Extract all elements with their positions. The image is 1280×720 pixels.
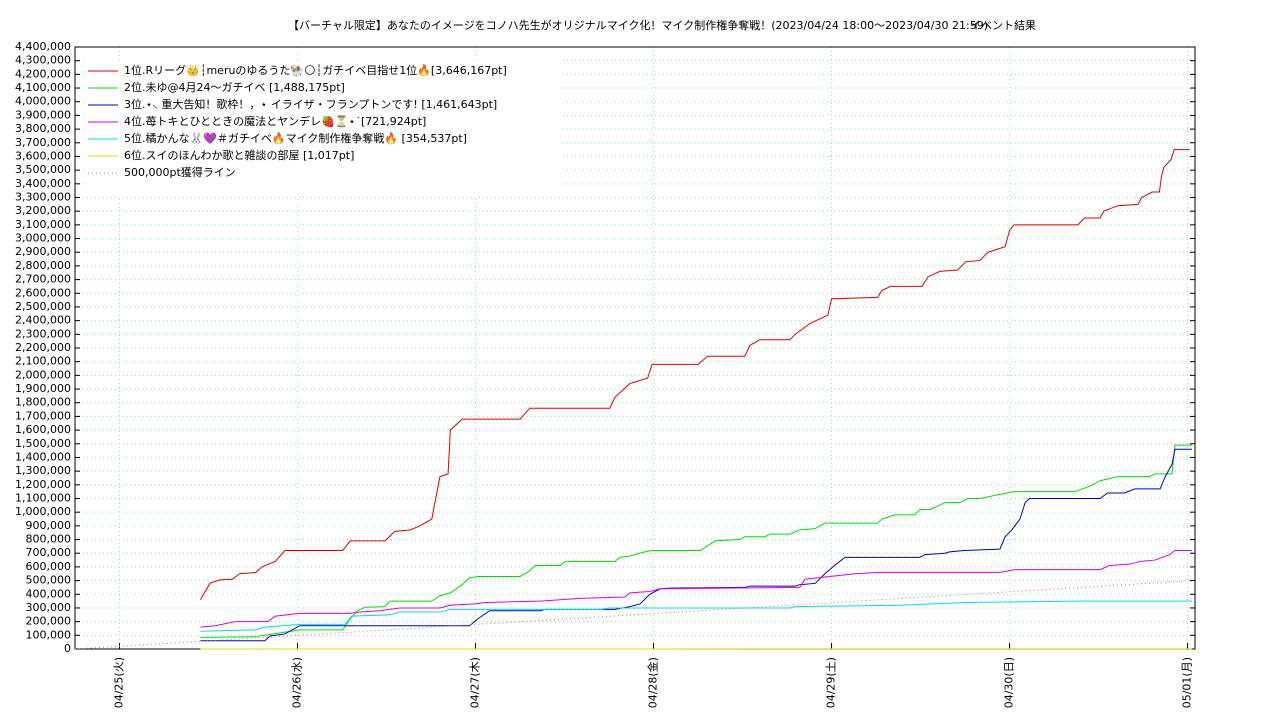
- series-line: [74, 580, 1193, 650]
- legend-label: 2位.未ゆ@4月24〜ガチイベ [1,488,175pt]: [124, 80, 345, 94]
- y-tick-label: 800,000: [26, 533, 72, 546]
- legend-label: 3位.⋆⸜ 重大告知！歌枠！，⋆ イライザ・フランプトンです! [1,461,6…: [124, 97, 497, 111]
- x-tick-label: 05/01(月): [1181, 657, 1194, 708]
- series-line: [200, 600, 1193, 632]
- y-tick-label: 2,300,000: [15, 327, 71, 340]
- y-tick-label: 2,200,000: [15, 341, 71, 354]
- y-tick-label: 2,800,000: [15, 259, 71, 272]
- chart-subtitle: イベント結果: [970, 18, 1036, 32]
- y-tick-label: 3,600,000: [15, 149, 71, 162]
- series-line: [200, 549, 1193, 628]
- y-tick-label: 700,000: [26, 546, 72, 559]
- y-tick-label: 3,800,000: [15, 122, 71, 135]
- series-line: [199, 149, 1190, 600]
- y-tick-label: 2,600,000: [15, 286, 71, 299]
- y-tick-label: 2,400,000: [15, 314, 71, 327]
- y-tick-label: 2,000,000: [15, 368, 71, 381]
- y-tick-label: 500,000: [26, 574, 72, 587]
- y-tick-label: 600,000: [26, 560, 72, 573]
- x-tick-label: 04/28(金): [646, 657, 660, 708]
- y-tick-label: 2,900,000: [15, 245, 71, 258]
- y-tick-label: 1,100,000: [15, 492, 71, 505]
- y-tick-label: 1,400,000: [15, 450, 71, 463]
- legend-label: 4位.苺トキとひとときの魔法とヤンデレ🍓⏳⋆˙[721,924pt]: [124, 114, 426, 128]
- y-tick-label: 100,000: [26, 628, 72, 641]
- y-tick-label: 3,500,000: [15, 163, 71, 176]
- y-tick-label: 1,200,000: [15, 478, 71, 491]
- y-tick-label: 3,000,000: [15, 232, 71, 245]
- x-tick-label: 04/25(火): [113, 657, 126, 708]
- legend-label: 6位.スイのほんわか歌と雑談の部屋 [1,017pt]: [124, 148, 354, 162]
- series-line: [200, 444, 1193, 638]
- y-tick-label: 4,400,000: [15, 40, 71, 53]
- x-tick-label: 04/30(日): [1003, 657, 1016, 708]
- legend-label: 1位.Rリーグ👑┆meruのゆるうた🐏🌕┆ガチイベ目指せ1位🔥[3,646,16…: [124, 63, 507, 77]
- y-tick-label: 900,000: [26, 519, 72, 532]
- y-tick-label: 3,100,000: [15, 218, 71, 231]
- legend-box: [84, 60, 562, 197]
- y-tick-label: 4,200,000: [15, 67, 71, 80]
- y-tick-label: 3,900,000: [15, 108, 71, 121]
- y-tick-label: 4,100,000: [15, 81, 71, 94]
- y-tick-label: 3,400,000: [15, 177, 71, 190]
- x-tick-label: 04/27(木): [469, 657, 482, 708]
- y-tick-label: 200,000: [26, 615, 72, 628]
- y-tick-label: 2,100,000: [15, 355, 71, 368]
- y-tick-label: 1,900,000: [15, 382, 71, 395]
- x-tick-label: 04/26(水): [291, 657, 304, 708]
- y-tick-label: 3,200,000: [15, 204, 71, 217]
- y-tick-label: 1,000,000: [15, 505, 71, 518]
- y-tick-label: 4,300,000: [15, 54, 71, 67]
- legend-label: 5位.橘かんな🐰💜＃ガチイベ🔥マイク制作権争奪戦🔥 [354,537pt]: [124, 131, 467, 145]
- y-tick-label: 1,500,000: [15, 437, 71, 450]
- y-tick-label: 1,800,000: [15, 396, 71, 409]
- y-tick-label: 2,700,000: [15, 273, 71, 286]
- y-tick-label: 3,300,000: [15, 191, 71, 204]
- y-tick-label: 2,500,000: [15, 300, 71, 313]
- y-tick-label: 4,000,000: [15, 95, 71, 108]
- series-line: [200, 448, 1193, 642]
- y-tick-label: 0: [64, 642, 71, 655]
- y-tick-label: 400,000: [26, 587, 72, 600]
- y-tick-label: 1,700,000: [15, 409, 71, 422]
- chart-title: 【バーチャル限定】あなたのイメージをコノハ先生がオリジナルマイク化！マイク制作権…: [288, 18, 988, 32]
- y-tick-label: 1,300,000: [15, 464, 71, 477]
- y-tick-label: 1,600,000: [15, 423, 71, 436]
- y-tick-label: 300,000: [26, 601, 72, 614]
- legend-label: 500,000pt獲得ライン: [124, 166, 236, 179]
- x-tick-label: 04/29(土): [825, 657, 838, 708]
- y-tick-label: 3,700,000: [15, 136, 71, 149]
